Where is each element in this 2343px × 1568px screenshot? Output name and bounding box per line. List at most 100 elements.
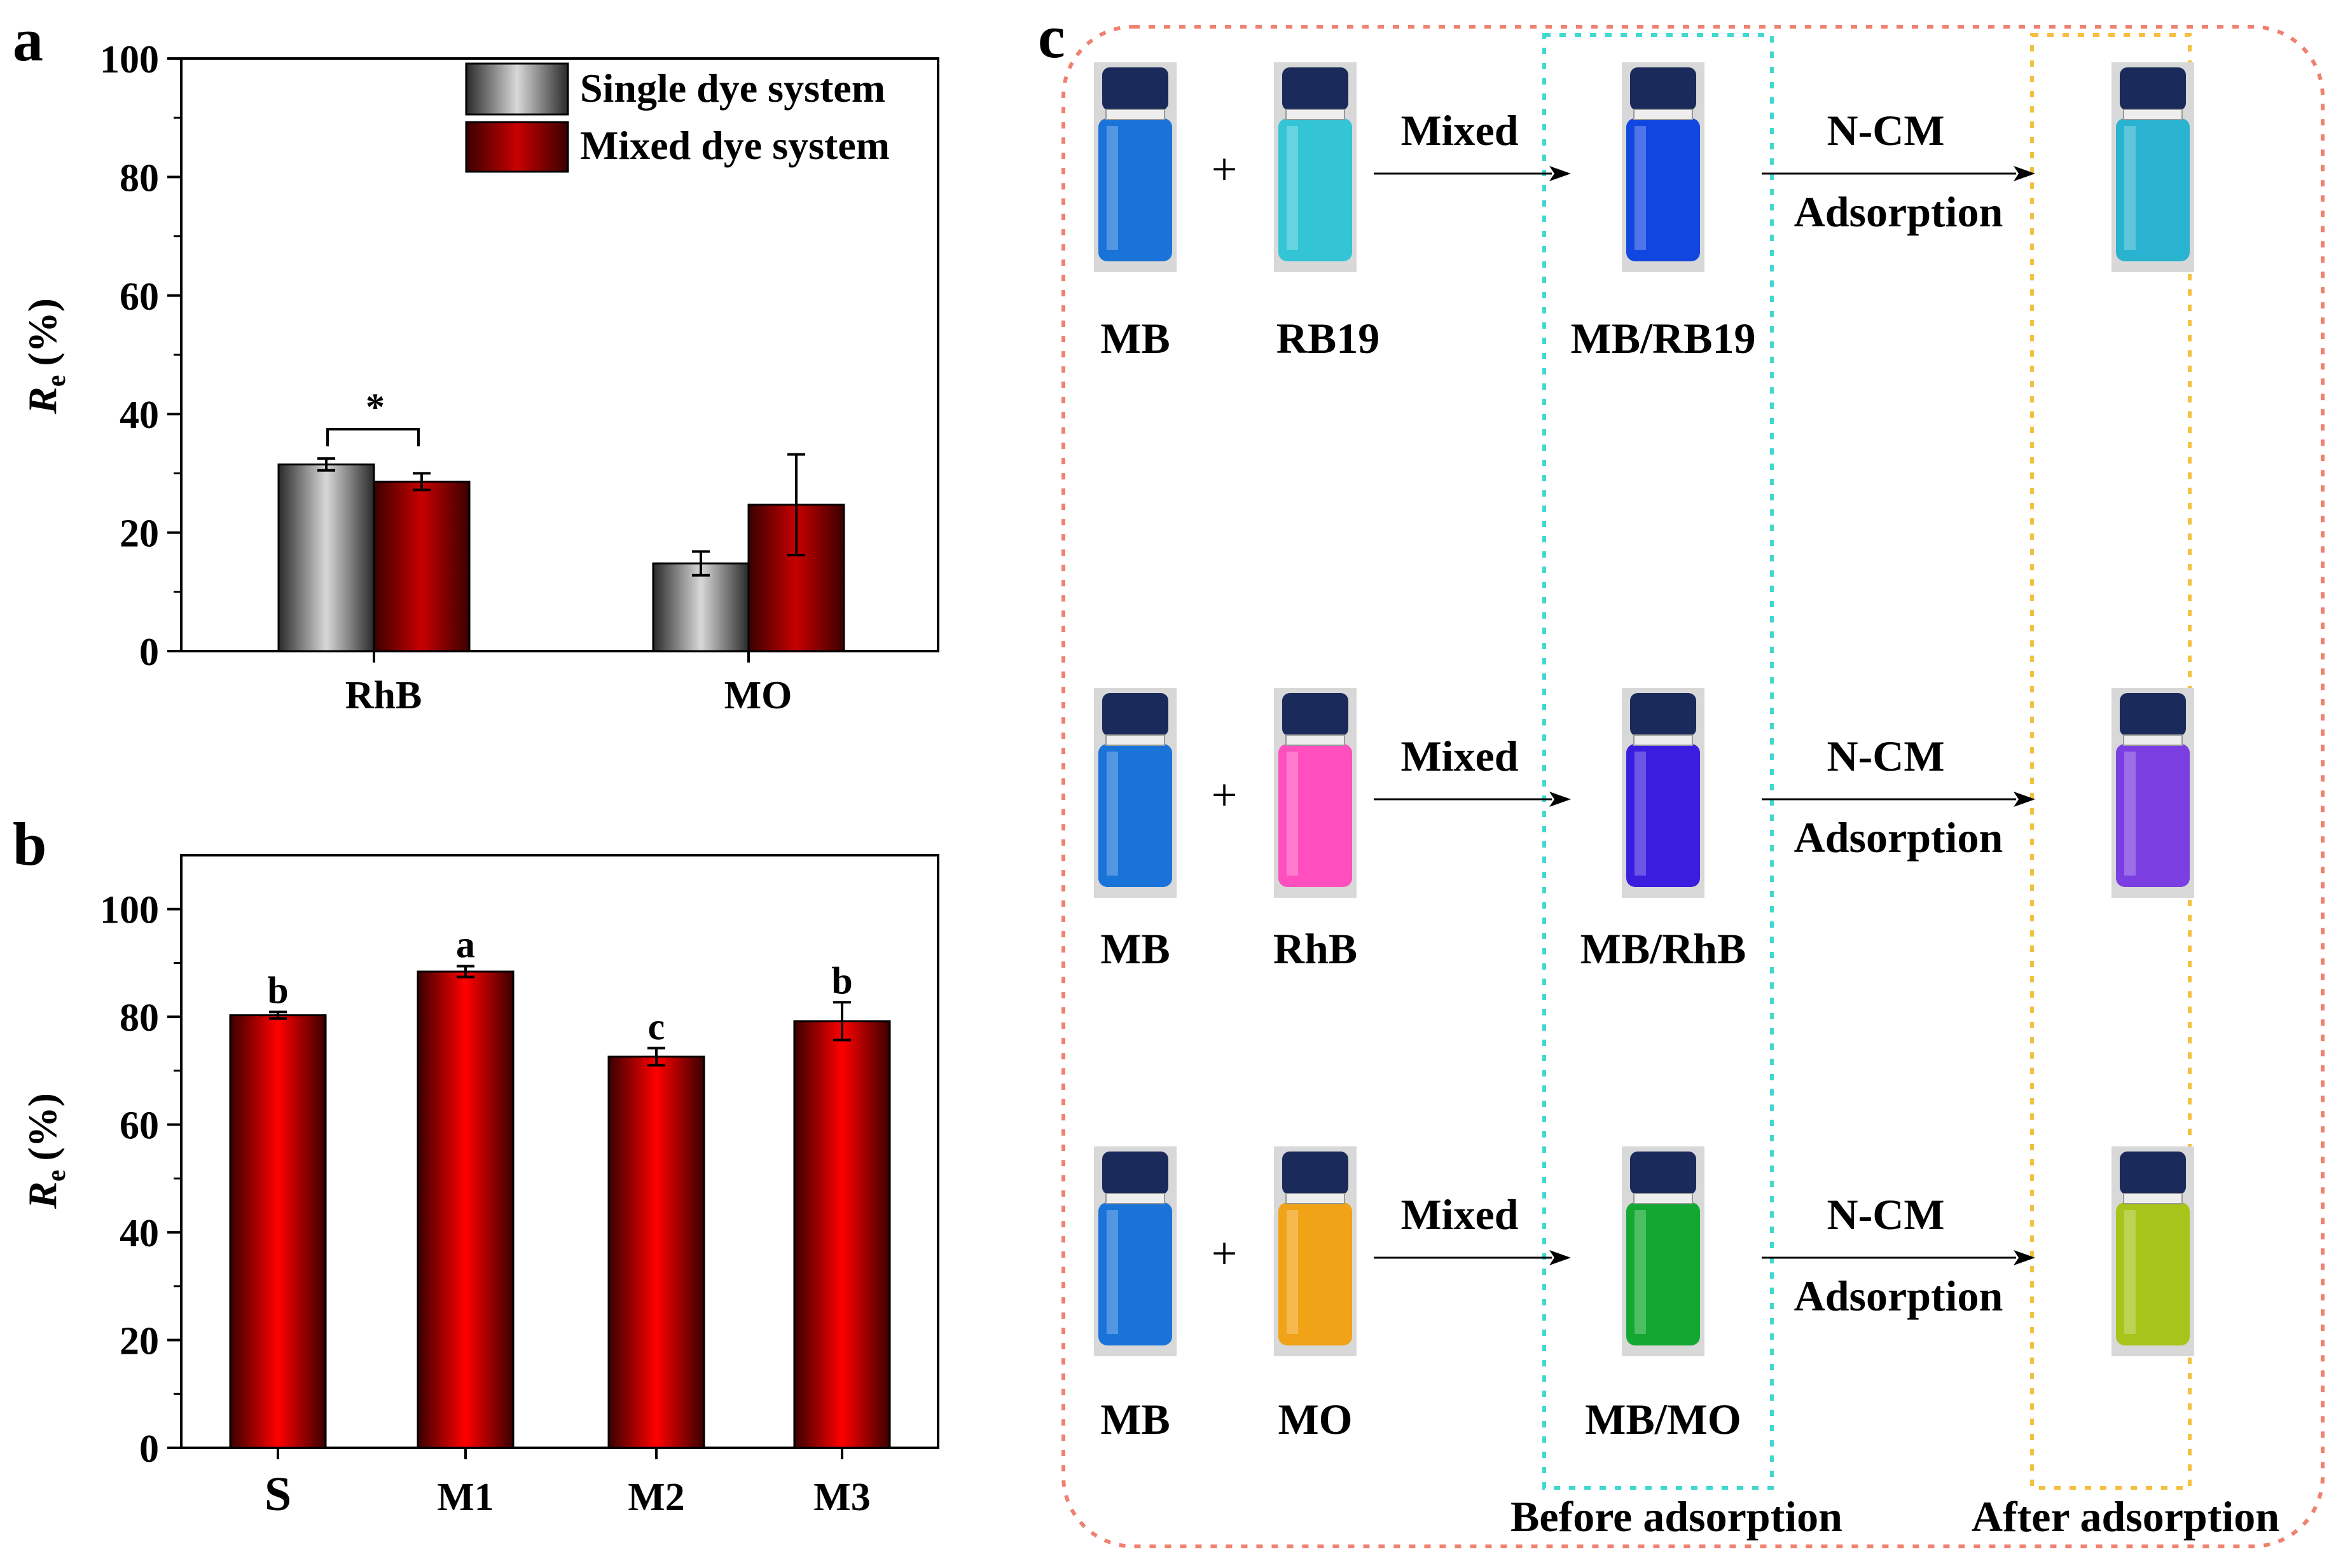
- vial-highlight: [1635, 752, 1646, 876]
- panel-b-y-axis: 0 20 40 60 80 100: [100, 889, 181, 1471]
- y-tick-label-a: 0: [139, 631, 159, 674]
- vial-dye2: [1274, 688, 1357, 898]
- after-adsorption-label: After adsorption: [1972, 1492, 2279, 1541]
- x-tick-label-b: M1: [437, 1476, 494, 1519]
- vial-dye1: [1094, 62, 1177, 272]
- vial-neck: [1105, 1193, 1165, 1204]
- panel-a-legend: Single dye system Mixed dye system: [465, 62, 890, 173]
- vial-liquid: [1278, 744, 1352, 887]
- vial-neck: [1105, 109, 1165, 120]
- vial-liquid: [1278, 118, 1352, 261]
- vial-highlight: [1287, 752, 1298, 876]
- label-mixed: MB/RhB: [1580, 925, 1746, 973]
- before-adsorption-label: Before adsorption: [1510, 1492, 1842, 1541]
- diagram-row: + Mixed N-CM Adsorption MB RB19 MB/RB19: [1094, 62, 2194, 362]
- legend-swatch-single: [465, 62, 569, 116]
- vial-cap: [1282, 1152, 1348, 1195]
- panel-b-bars: b a c b: [229, 924, 891, 1449]
- vial-dye2: [1274, 62, 1357, 272]
- vial-highlight: [2124, 1210, 2136, 1334]
- panel-a-bars: [277, 453, 845, 652]
- vial-neck: [2123, 1193, 2183, 1204]
- vial-neck: [2123, 734, 2183, 746]
- arrow-mixed-head: [1549, 792, 1571, 807]
- vial-neck: [1633, 734, 1693, 746]
- vial-neck: [1285, 734, 1345, 746]
- arrow-adsorption-label: Adsorption: [1794, 813, 2003, 862]
- vial-liquid: [1626, 744, 1700, 887]
- vial-cap: [2120, 1152, 2186, 1195]
- plus-sign: +: [1212, 769, 1238, 820]
- y-tick-label-a: 20: [120, 512, 159, 556]
- vial-highlight: [2124, 752, 2136, 876]
- vial-liquid: [1098, 744, 1172, 887]
- after-adsorption-box: [2030, 33, 2192, 1490]
- significance-letter: c: [648, 1005, 665, 1047]
- vial-mixed: [1622, 62, 1704, 272]
- panel-a-y-label: Re(%): [20, 298, 71, 415]
- vial-cap: [1630, 1152, 1696, 1195]
- arrow-adsorption-head: [2014, 1250, 2035, 1265]
- vial-liquid: [1626, 118, 1700, 261]
- vial-highlight: [1107, 752, 1118, 876]
- diagram-row: + Mixed N-CM Adsorption MB MO MB/MO: [1094, 1146, 2194, 1443]
- significance-letter: b: [267, 970, 288, 1012]
- vial-cap: [2120, 67, 2186, 111]
- vial-dye1: [1094, 688, 1177, 898]
- y-tick-label-b: 0: [139, 1427, 159, 1471]
- vial-mixed: [1622, 1146, 1704, 1356]
- arrow-mixed-label: Mixed: [1400, 106, 1518, 155]
- vial-highlight: [1635, 1210, 1646, 1334]
- vial-after: [2111, 688, 2194, 898]
- vial-highlight: [1107, 1210, 1118, 1334]
- vial-highlight: [1107, 126, 1118, 250]
- y-tick-label-a: 60: [120, 275, 159, 319]
- arrow-ncm-label: N-CM: [1827, 106, 1944, 155]
- legend-swatch-mixed: [465, 121, 569, 173]
- panel-b-frame: [180, 854, 939, 1449]
- bar-m1: [417, 970, 515, 1449]
- y-tick-label-b: 80: [120, 996, 159, 1040]
- y-tick-label-a: 100: [100, 38, 159, 81]
- vial-cap: [1630, 693, 1696, 736]
- bar-mixed-rhb: [373, 480, 471, 652]
- plus-sign: +: [1212, 144, 1238, 195]
- vial-highlight: [1635, 126, 1646, 250]
- label-dye1: MB: [1100, 1395, 1170, 1443]
- legend-label-single: Single dye system: [580, 65, 885, 111]
- x-tick-label-a: RhB: [345, 674, 422, 717]
- vial-highlight: [2124, 126, 2136, 250]
- arrow-ncm-label: N-CM: [1827, 732, 1944, 780]
- panel-a-letter: a: [13, 6, 43, 74]
- vial-highlight: [1287, 126, 1298, 250]
- vial-cap: [1102, 67, 1168, 111]
- vial-cap: [1102, 693, 1168, 736]
- arrow-ncm-label: N-CM: [1827, 1190, 1944, 1239]
- y-tick-label-b: 20: [120, 1320, 159, 1363]
- x-tick-label-b: M3: [813, 1476, 871, 1519]
- vial-cap: [2120, 693, 2186, 736]
- panel-b-y-label: Re(%): [20, 1093, 71, 1209]
- arrow-adsorption-label: Adsorption: [1794, 1272, 2003, 1320]
- bar-m2: [607, 1056, 705, 1449]
- y-tick-label-a: 80: [120, 156, 159, 200]
- panel-a-chart: a 0 20 40 60 80 100 RhB MO Re(%) * Single dye …: [13, 6, 939, 717]
- vial-after: [2111, 1146, 2194, 1356]
- x-tick-label-b: M2: [628, 1476, 685, 1519]
- panel-b-letter: b: [13, 810, 46, 878]
- legend-label-mixed: Mixed dye system: [580, 123, 890, 168]
- arrow-adsorption-head: [2014, 166, 2035, 181]
- arrow-mixed-head: [1549, 166, 1571, 181]
- arrow-mixed-head: [1549, 1250, 1571, 1265]
- label-mixed: MB/MO: [1585, 1395, 1741, 1443]
- label-dye1: MB: [1100, 314, 1170, 362]
- diagram-row: + Mixed N-CM Adsorption MB RhB MB/RhB: [1094, 688, 2194, 973]
- panel-a-y-axis: 0 20 40 60 80 100: [100, 38, 181, 674]
- arrow-adsorption-head: [2014, 792, 2035, 807]
- panel-b-x-axis: S M1 M2 M3: [265, 1448, 871, 1521]
- bar-single-mo: [652, 562, 750, 652]
- vial-mixed: [1622, 688, 1704, 898]
- vial-cap: [1102, 1152, 1168, 1195]
- vial-cap: [1282, 693, 1348, 736]
